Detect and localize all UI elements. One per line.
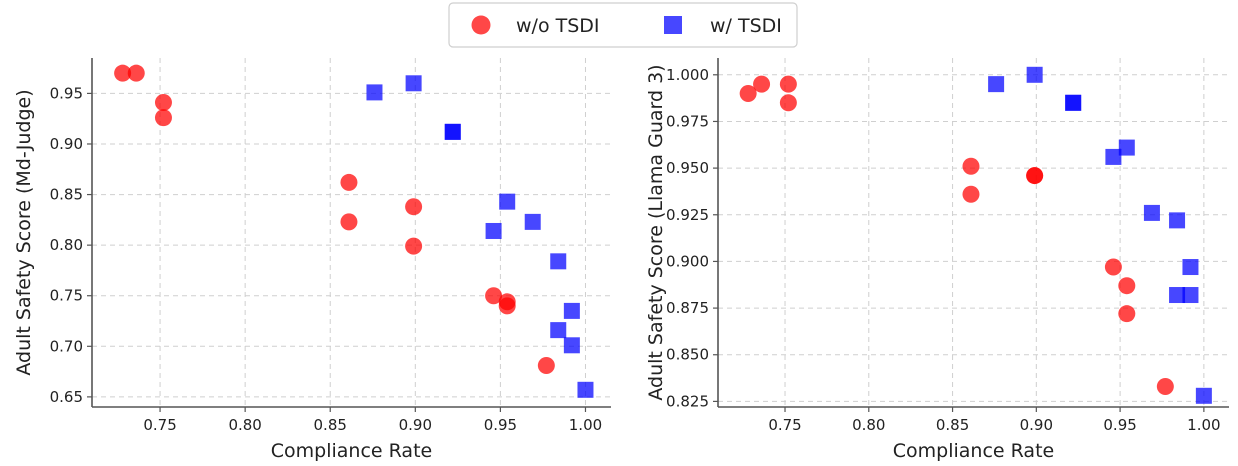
- data-point-square: [1169, 212, 1186, 229]
- legend-label-without-tsdi: w/o TSDI: [516, 15, 600, 37]
- y-tick-label: 0.95: [50, 84, 83, 102]
- data-point-circle: [1104, 258, 1122, 276]
- y-tick-label: 0.900: [666, 252, 709, 270]
- data-point-square: [1182, 259, 1199, 276]
- data-point-square: [405, 75, 422, 92]
- data-point-square: [1105, 148, 1122, 165]
- x-tick-label: 1.00: [1187, 416, 1220, 434]
- data-point-circle: [753, 75, 771, 93]
- data-point-square: [550, 322, 567, 339]
- legend-marker-square-icon: [664, 16, 682, 34]
- data-point-circle: [340, 213, 358, 231]
- x-tick-label: 0.90: [399, 416, 432, 434]
- x-tick-label: 0.75: [768, 416, 801, 434]
- y-axis-label: Adult Safety Score (Llama Guard 3): [645, 64, 667, 400]
- data-point-square: [563, 337, 580, 354]
- y-tick-label: 0.950: [666, 159, 709, 177]
- data-point-circle: [962, 185, 980, 203]
- data-point-square: [1195, 387, 1212, 404]
- data-point-circle: [1156, 377, 1174, 395]
- data-point-square: [1118, 139, 1135, 156]
- y-axis-label: Adult Safety Score (Md-Judge): [13, 89, 35, 375]
- data-point-circle: [779, 94, 797, 112]
- x-tick-label: 0.90: [1020, 416, 1053, 434]
- data-point-square: [524, 213, 541, 230]
- y-tick-label: 0.80: [50, 236, 83, 254]
- data-point-circle: [405, 198, 423, 216]
- y-tick-label: 0.75: [50, 287, 83, 305]
- data-point-square: [988, 76, 1005, 93]
- y-tick-label: 0.850: [666, 346, 709, 364]
- data-point-circle: [127, 64, 145, 82]
- x-tick-label: 0.80: [852, 416, 885, 434]
- y-tick-label: 0.825: [666, 392, 709, 410]
- y-tick-label: 0.875: [666, 299, 709, 317]
- chart-panel-1: 0.75 0.80 0.85 0.90 0.95 1.00 0.65 0.70 0.75 0.80…: [13, 58, 611, 462]
- legend: w/o TSDI w/ TSDI: [448, 2, 798, 48]
- legend-label-with-tsdi: w/ TSDI: [710, 15, 782, 37]
- data-point-circle: [779, 75, 797, 93]
- legend-marker-circle-icon: [471, 15, 491, 35]
- data-point-circle: [739, 84, 757, 102]
- data-point-circle: [154, 94, 172, 112]
- y-tick-label: 0.70: [50, 337, 83, 355]
- data-point-square: [1065, 94, 1082, 111]
- data-point-circle: [962, 157, 980, 175]
- data-point-circle: [1118, 305, 1136, 323]
- chart-panel-2: 0.75 0.80 0.85 0.90 0.95 1.00 0.825 0.850 0.875 0…: [645, 58, 1229, 462]
- y-tick-label: 1.000: [666, 66, 709, 84]
- y-tick-label: 0.85: [50, 186, 83, 204]
- data-point-square: [366, 84, 383, 101]
- y-tick-label: 0.925: [666, 206, 709, 224]
- data-point-square: [563, 302, 580, 319]
- data-point-square: [577, 381, 594, 398]
- data-point-circle: [154, 109, 172, 127]
- x-tick-label: 0.85: [314, 416, 347, 434]
- data-point-circle: [1026, 167, 1044, 185]
- data-point-circle: [340, 173, 358, 191]
- data-point-square: [1143, 204, 1160, 221]
- x-tick-label: 1.00: [569, 416, 602, 434]
- x-axis-label: Compliance Rate: [893, 440, 1054, 462]
- data-point-circle: [485, 287, 503, 305]
- x-axis-label: Compliance Rate: [271, 440, 432, 462]
- data-point-square: [550, 253, 567, 270]
- x-tick-label: 0.95: [484, 416, 517, 434]
- data-point-circle: [498, 297, 516, 315]
- y-tick-label: 0.65: [50, 388, 83, 406]
- data-point-square: [1169, 287, 1186, 304]
- data-point-circle: [537, 357, 555, 375]
- x-tick-label: 0.75: [143, 416, 176, 434]
- data-point-square: [1026, 66, 1043, 83]
- legend-frame: [448, 2, 798, 48]
- data-point-square: [444, 123, 461, 140]
- data-point-square: [499, 193, 516, 210]
- data-point-circle: [405, 237, 423, 255]
- x-tick-label: 0.95: [1103, 416, 1136, 434]
- y-tick-label: 0.90: [50, 135, 83, 153]
- x-tick-label: 0.85: [936, 416, 969, 434]
- data-point-square: [1182, 287, 1199, 304]
- x-tick-label: 0.80: [228, 416, 261, 434]
- data-point-circle: [1118, 277, 1136, 295]
- data-point-square: [485, 222, 502, 239]
- data-point-circle: [114, 64, 132, 82]
- y-tick-label: 0.975: [666, 112, 709, 130]
